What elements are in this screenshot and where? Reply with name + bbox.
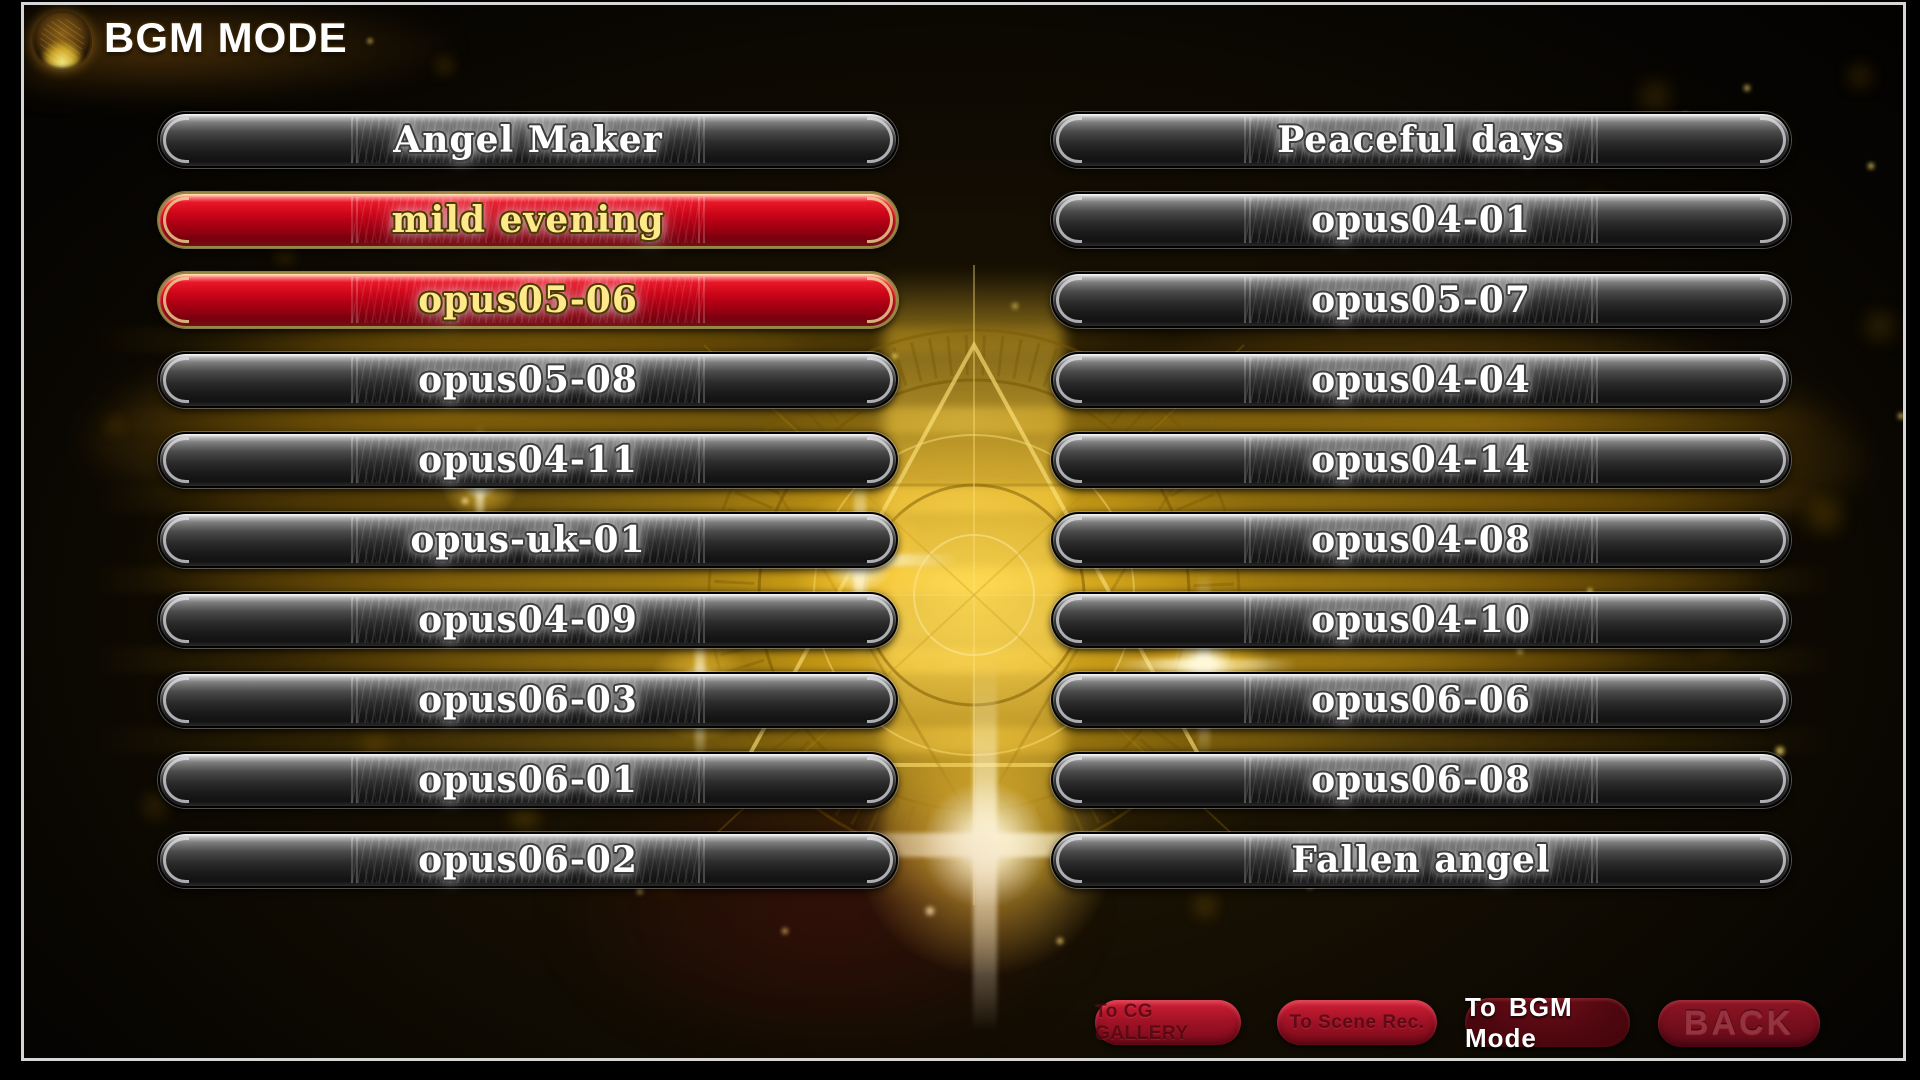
track-label: opus04-08 bbox=[1311, 519, 1531, 561]
filigree-ornament bbox=[1244, 837, 1598, 883]
filigree-ornament bbox=[351, 117, 705, 163]
track-label: opus04-14 bbox=[1311, 439, 1531, 481]
track-button[interactable]: Fallen angel bbox=[1051, 832, 1791, 888]
filigree-ornament bbox=[1244, 677, 1598, 723]
filigree-ornament bbox=[1244, 597, 1598, 643]
to-scene-rec-button[interactable]: To Scene Rec. bbox=[1277, 1000, 1437, 1045]
header-glow bbox=[24, 5, 454, 100]
filigree-ornament bbox=[351, 837, 705, 883]
filigree-ornament bbox=[351, 757, 705, 803]
to-cg-gallery-button[interactable]: To CG GALLERY bbox=[1095, 1000, 1241, 1045]
track-button[interactable]: opus-uk-01 bbox=[158, 512, 898, 568]
back-button[interactable]: BACK bbox=[1658, 1000, 1820, 1047]
track-label: opus-uk-01 bbox=[410, 519, 646, 561]
track-button[interactable]: opus06-03 bbox=[158, 672, 898, 728]
filigree-ornament bbox=[1244, 757, 1598, 803]
gold-orb-icon bbox=[32, 11, 92, 71]
track-label: opus04-11 bbox=[418, 439, 638, 481]
track-label: opus05-08 bbox=[418, 359, 638, 401]
to-bgm-mode-button[interactable]: To BGM Mode bbox=[1465, 992, 1630, 1053]
track-button[interactable]: opus04-09 bbox=[158, 592, 898, 648]
track-button[interactable]: opus06-08 bbox=[1051, 752, 1791, 808]
filigree-ornament bbox=[1244, 197, 1598, 243]
track-label: opus04-10 bbox=[1311, 599, 1531, 641]
track-button[interactable]: opus05-06 bbox=[158, 272, 898, 328]
track-label: opus06-06 bbox=[1311, 679, 1531, 721]
filigree-ornament bbox=[351, 357, 705, 403]
filigree-ornament bbox=[1244, 517, 1598, 563]
page-title: BGM MODE bbox=[104, 14, 348, 61]
filigree-ornament bbox=[351, 517, 705, 563]
track-column-left: Angel Maker mild evening opus05-06 opus05-0… bbox=[158, 112, 898, 912]
track-button[interactable]: opus04-04 bbox=[1051, 352, 1791, 408]
filigree-ornament bbox=[1244, 277, 1598, 323]
track-button[interactable]: opus06-01 bbox=[158, 752, 898, 808]
track-button[interactable]: opus04-10 bbox=[1051, 592, 1791, 648]
track-label: Angel Maker bbox=[393, 119, 663, 161]
track-column-right: Peaceful days opus04-01 opus05-07 opus04-04… bbox=[1051, 112, 1791, 912]
track-button[interactable]: Peaceful days bbox=[1051, 112, 1791, 168]
filigree-ornament bbox=[351, 277, 705, 323]
track-label: opus04-09 bbox=[418, 599, 638, 641]
filigree-ornament bbox=[351, 437, 705, 483]
track-label: opus04-04 bbox=[1311, 359, 1531, 401]
track-button[interactable]: opus05-08 bbox=[158, 352, 898, 408]
track-label: opus06-08 bbox=[1311, 759, 1531, 801]
filigree-ornament bbox=[351, 677, 705, 723]
filigree-ornament bbox=[351, 597, 705, 643]
center-gold-beam bbox=[884, 270, 1064, 900]
track-label: Fallen angel bbox=[1291, 839, 1551, 881]
track-label: opus05-07 bbox=[1311, 279, 1531, 321]
track-button[interactable]: opus04-01 bbox=[1051, 192, 1791, 248]
track-label: opus06-02 bbox=[418, 839, 638, 881]
track-button[interactable]: opus04-11 bbox=[158, 432, 898, 488]
filigree-ornament bbox=[1244, 117, 1598, 163]
track-button[interactable]: opus05-07 bbox=[1051, 272, 1791, 328]
track-label: Peaceful days bbox=[1277, 119, 1565, 161]
track-label: opus04-01 bbox=[1311, 199, 1531, 241]
track-label: opus06-01 bbox=[418, 759, 638, 801]
track-button[interactable]: opus06-06 bbox=[1051, 672, 1791, 728]
filigree-ornament bbox=[1244, 437, 1598, 483]
track-button[interactable]: mild evening bbox=[158, 192, 898, 248]
filigree-ornament bbox=[351, 197, 705, 243]
filigree-ornament bbox=[1244, 357, 1598, 403]
track-label: opus05-06 bbox=[418, 279, 638, 321]
track-label: mild evening bbox=[391, 199, 665, 241]
track-button[interactable]: opus04-14 bbox=[1051, 432, 1791, 488]
track-button[interactable]: Angel Maker bbox=[158, 112, 898, 168]
screen-frame: BGM MODE Angel Maker mild evening opus05-0… bbox=[21, 2, 1906, 1061]
track-label: opus06-03 bbox=[418, 679, 638, 721]
track-button[interactable]: opus06-02 bbox=[158, 832, 898, 888]
track-button[interactable]: opus04-08 bbox=[1051, 512, 1791, 568]
